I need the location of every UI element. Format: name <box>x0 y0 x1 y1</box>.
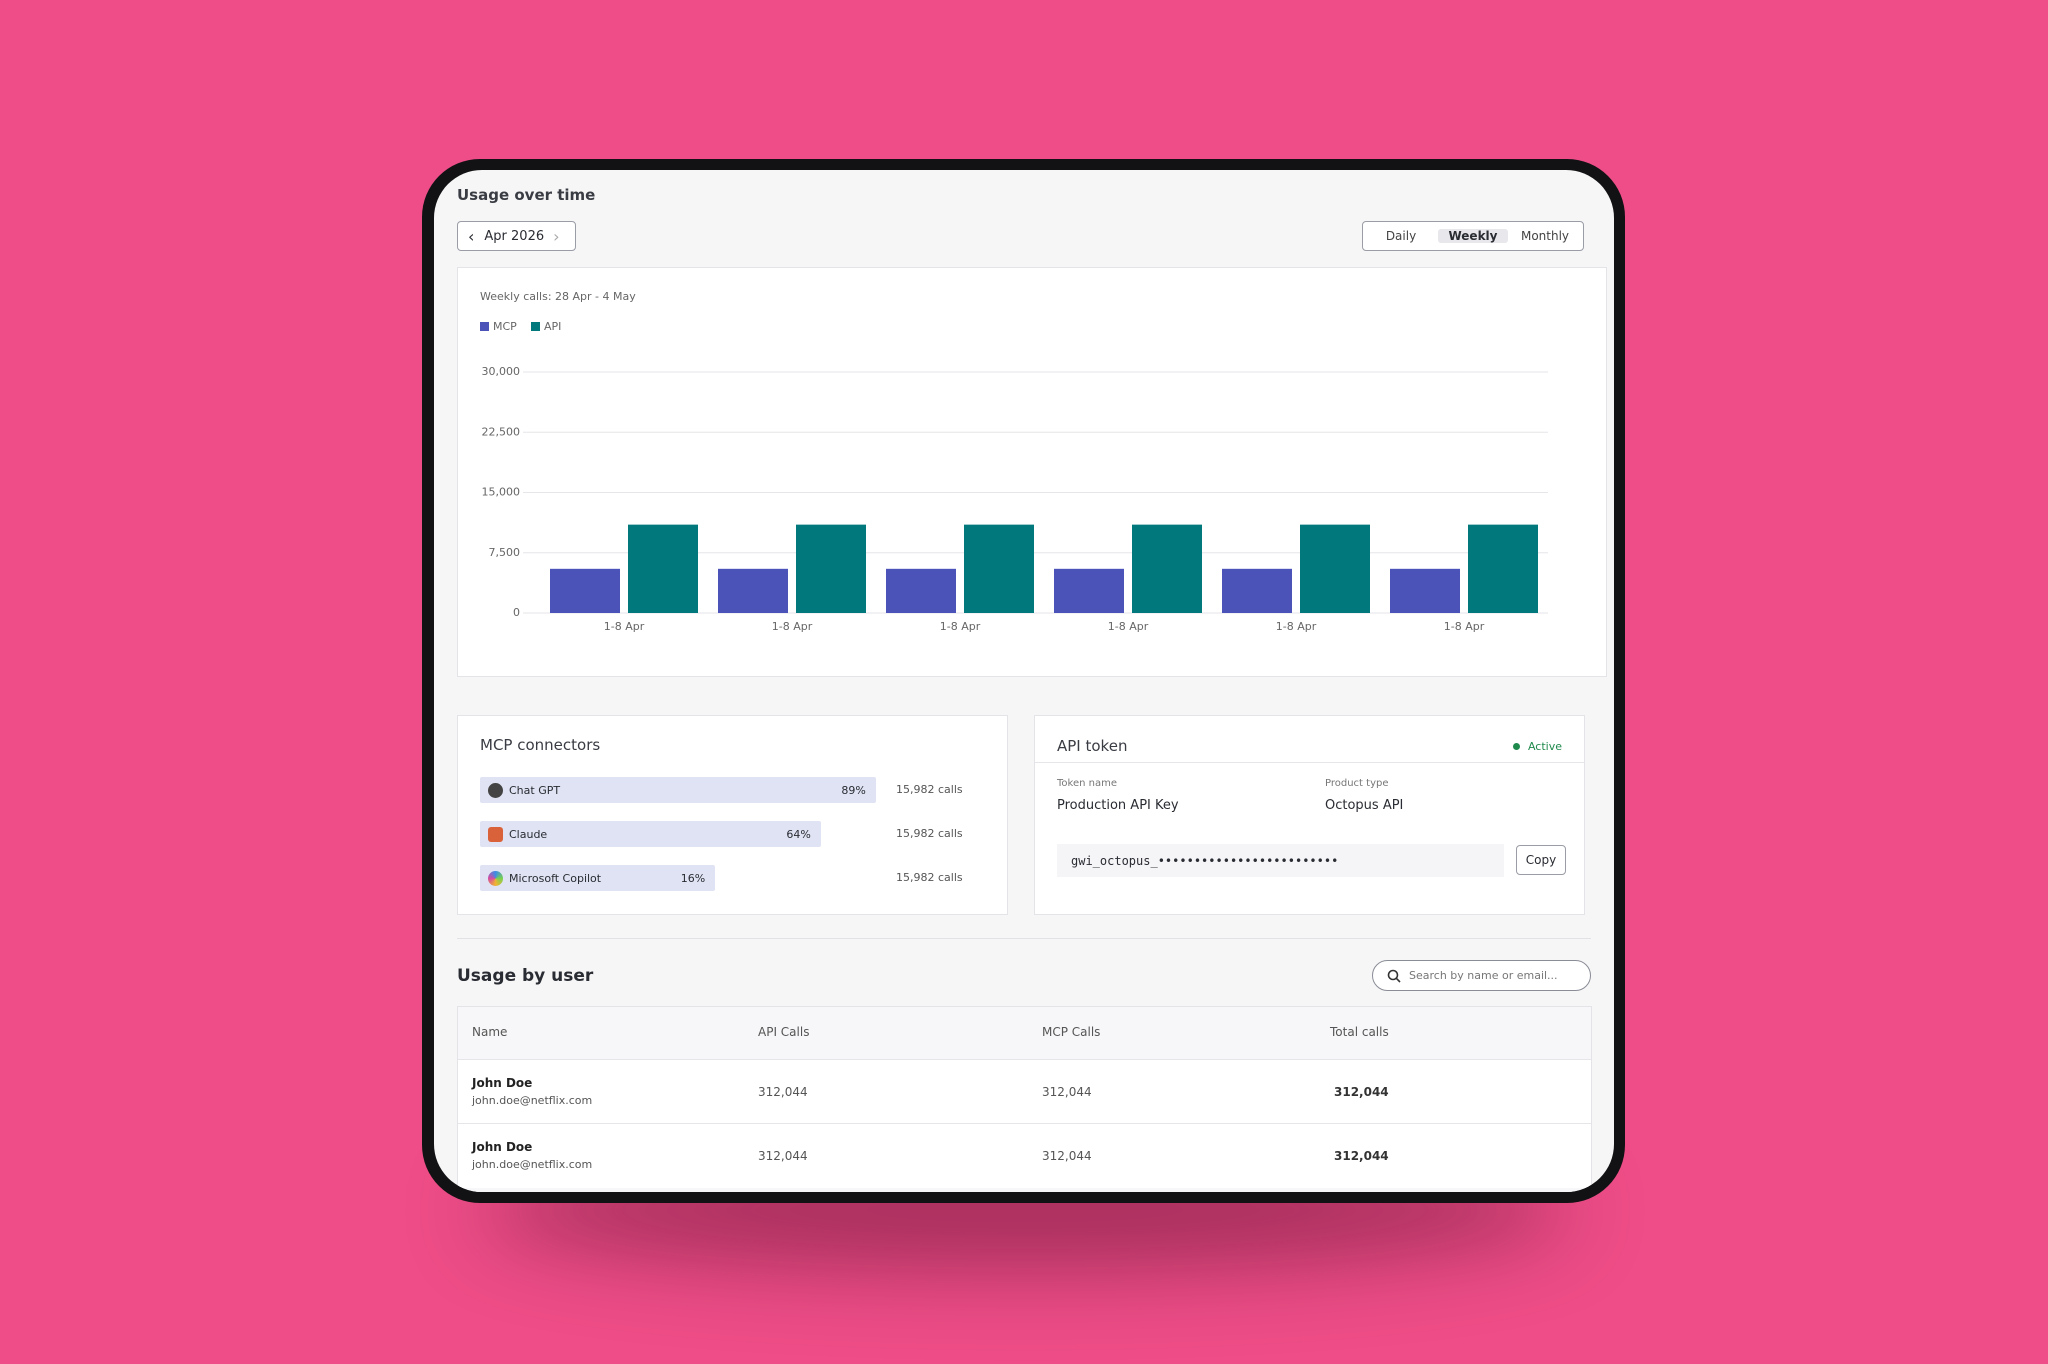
status-text: Active <box>1527 740 1562 753</box>
table-header: Name API Calls MCP Calls Total calls <box>458 1007 1591 1059</box>
card-title: API token <box>1057 737 1128 755</box>
connector-calls: 15,982 calls <box>896 871 963 884</box>
user-email: john.doe@netflix.com <box>472 1094 593 1107</box>
month-label: Apr 2026 <box>484 228 545 244</box>
bar <box>628 524 698 613</box>
mcp-calls: 312,044 <box>1042 1149 1092 1163</box>
token-card: API token Active Token name Production A… <box>1034 715 1585 915</box>
connector-icon <box>488 826 503 842</box>
bar <box>1390 568 1460 613</box>
x-tick-label: 1-8 Apr <box>772 620 813 633</box>
bar <box>1054 568 1124 613</box>
section-title: Usage by user <box>457 966 594 986</box>
month-picker[interactable]: ‹ Apr 2026 › <box>457 221 576 251</box>
y-tick-label: 0 <box>513 606 520 619</box>
api-calls: 312,044 <box>758 1149 808 1163</box>
bar <box>1132 524 1202 613</box>
section-title: Usage over time <box>457 186 596 204</box>
table-row: John Doe john.doe@netflix.com 312,044 312,0… <box>458 1059 1591 1124</box>
status-badge: Active <box>1512 740 1562 753</box>
bar <box>1222 568 1292 613</box>
connector-bar: Chat GPT 89% <box>480 777 876 803</box>
bar <box>550 568 620 613</box>
bar <box>796 524 866 613</box>
next-icon[interactable]: › <box>553 226 560 246</box>
copy-label[interactable]: Copy <box>1525 853 1557 867</box>
user-name: John Doe <box>472 1076 533 1090</box>
table-row: John Doe john.doe@netflix.com 312,044 312,0… <box>458 1123 1591 1188</box>
connector-name: Claude <box>509 827 548 841</box>
connector-calls: 15,982 calls <box>896 827 963 840</box>
x-tick-label: 1-8 Apr <box>1444 620 1485 633</box>
period-option[interactable]: Monthly <box>1520 229 1570 243</box>
search-box[interactable]: Search by name or email... <box>1372 960 1591 991</box>
token-field: gwi_octopus_••••••••••••••••••••••••• <box>1057 844 1504 877</box>
connector-calls: 15,982 calls <box>896 783 963 796</box>
user-name: John Doe <box>472 1140 533 1154</box>
status-dot <box>1512 743 1520 750</box>
api-calls: 312,044 <box>758 1085 808 1099</box>
column-header: API Calls <box>758 1025 810 1039</box>
field-label: Token name <box>1057 778 1117 789</box>
bar <box>718 568 788 613</box>
x-tick-label: 1-8 Apr <box>604 620 645 633</box>
connector-bar: Claude 64% <box>480 821 821 847</box>
chart-subtitle: Weekly calls: 28 Apr - 4 May <box>480 290 636 303</box>
field-label: Product type <box>1325 778 1389 789</box>
legend-label: MCP <box>493 320 517 333</box>
token-key: gwi_octopus_••••••••••••••••••••••••• <box>1071 853 1339 868</box>
legend-swatch <box>480 322 489 331</box>
card-title: MCP connectors <box>480 736 601 754</box>
column-header: Name <box>472 1025 508 1039</box>
legend-label: API <box>544 320 561 333</box>
period-option[interactable]: Weekly <box>1438 229 1508 243</box>
connector-name: Chat GPT <box>509 783 561 797</box>
prev-icon[interactable]: ‹ <box>468 226 475 246</box>
field-value: Production API Key <box>1057 798 1179 813</box>
divider <box>1035 762 1584 763</box>
column-header: Total calls <box>1330 1025 1389 1039</box>
column-header: MCP Calls <box>1042 1025 1101 1039</box>
x-tick-label: 1-8 Apr <box>940 620 981 633</box>
connector-bar: Microsoft Copilot 16% <box>480 865 716 891</box>
mcp-calls: 312,044 <box>1042 1085 1092 1099</box>
search-placeholder: Search by name or email... <box>1409 969 1558 982</box>
chart-card: Weekly calls: 28 Apr - 4 May MCP API 0 7,50… <box>457 267 1607 677</box>
x-tick-label: 1-8 Apr <box>1276 620 1317 633</box>
y-tick-label: 22,500 <box>482 425 521 438</box>
connector-percent: 64% <box>786 827 811 841</box>
chart: Weekly calls: 28 Apr - 4 May MCP API 0 7,50… <box>480 290 1548 633</box>
period-option[interactable]: Daily <box>1385 229 1417 243</box>
divider <box>457 938 1591 939</box>
connector-percent: 16% <box>680 871 706 885</box>
search-icon <box>1387 969 1401 983</box>
bar <box>964 524 1034 613</box>
y-tick-label: 7,500 <box>489 546 521 559</box>
connector-percent: 89% <box>841 783 866 797</box>
bar <box>886 568 956 613</box>
bar <box>1300 524 1370 613</box>
connectors-card: MCP connectors Chat GPT 89% 15,982 calls Cl… <box>457 715 1008 915</box>
period-toggle: Daily Weekly Monthly <box>1362 221 1584 251</box>
field-value: Octopus API <box>1325 798 1404 813</box>
bar <box>1468 524 1538 613</box>
connector-name: Microsoft Copilot <box>509 871 602 885</box>
copy-button[interactable]: Copy <box>1516 845 1566 875</box>
legend-swatch <box>531 322 540 331</box>
total-calls: 312,044 <box>1334 1149 1389 1163</box>
screen: Usage over time ‹ Apr 2026 › Daily Weekly… <box>434 170 1614 1192</box>
user-email: john.doe@netflix.com <box>472 1158 593 1171</box>
y-tick-label: 30,000 <box>482 365 521 378</box>
total-calls: 312,044 <box>1334 1085 1389 1099</box>
connector-icon <box>488 870 503 886</box>
y-tick-label: 15,000 <box>482 486 521 499</box>
x-tick-label: 1-8 Apr <box>1108 620 1149 633</box>
user-table: Name API Calls MCP Calls Total calls John Do… <box>457 1006 1592 1192</box>
connector-icon <box>488 782 503 798</box>
